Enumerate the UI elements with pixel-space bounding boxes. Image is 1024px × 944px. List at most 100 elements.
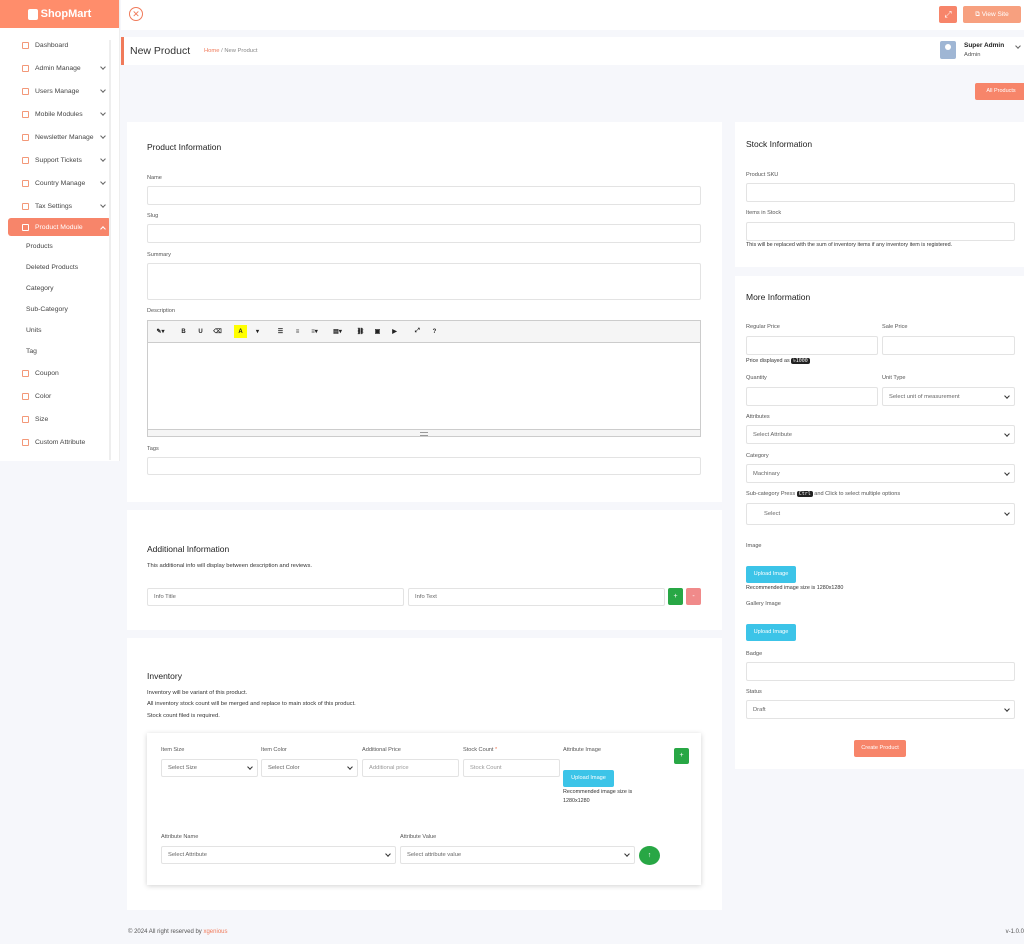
sidebar-item-custom-attribute[interactable]: Custom Attribute — [0, 431, 119, 454]
fullscreen-icon[interactable]: ⤢ — [415, 328, 420, 334]
sidebar-item-support-tickets[interactable]: Support Tickets — [0, 149, 119, 172]
chevron-down-icon[interactable]: ▾ — [255, 329, 259, 335]
attribute-name-select[interactable]: Select Attribute — [161, 846, 396, 864]
stock-count-input[interactable]: Stock Count — [463, 759, 560, 777]
inventory-upload-image-button[interactable]: Upload Image — [563, 770, 614, 787]
add-info-button[interactable]: + — [668, 588, 683, 605]
regular-price-label: Regular Price — [746, 324, 780, 330]
ordered-list-icon[interactable]: ≡ — [295, 328, 300, 335]
breadcrumb: Home / New Product — [204, 48, 258, 54]
sidebar-subitem-deleted-products[interactable]: Deleted Products — [0, 257, 119, 278]
align-icon[interactable]: ≡▾ — [311, 329, 318, 335]
view-site-label: View Site — [981, 11, 1009, 18]
category-label: Category — [746, 453, 769, 459]
bold-button[interactable]: B — [181, 328, 186, 335]
breadcrumb-home[interactable]: Home — [204, 48, 220, 54]
sidebar-subitem-products[interactable]: Products — [0, 236, 119, 257]
sidebar-item-newsletter[interactable]: Newsletter Manage — [0, 126, 119, 149]
underline-button[interactable]: U — [198, 328, 203, 335]
sidebar-item-mobile-modules[interactable]: Mobile Modules — [0, 103, 119, 126]
info-title-input[interactable]: Info Title — [147, 588, 404, 606]
image-icon[interactable]: ▣ — [374, 329, 381, 335]
copyright-text: © 2024 All right reserved by — [128, 929, 202, 935]
sidebar-item-product-module[interactable]: Product Module — [8, 218, 111, 236]
attribute-value-label: Attribute Value — [400, 834, 437, 840]
sidebar-item-admin-manage[interactable]: Admin Manage — [0, 57, 119, 80]
subcategory-select[interactable]: Select — [746, 503, 1015, 525]
info-text-input[interactable]: Info Text — [408, 588, 665, 606]
eraser-icon[interactable]: ⌫ — [213, 329, 222, 335]
sku-input[interactable] — [746, 183, 1015, 202]
sidebar-item-label: Size — [35, 416, 49, 423]
product-information-card — [127, 122, 722, 502]
create-product-button[interactable]: Create Product — [854, 740, 906, 757]
sidebar-item-label: Country Manage — [35, 180, 86, 187]
slug-input[interactable] — [147, 224, 701, 243]
additional-price-input[interactable]: Additional price — [362, 759, 459, 777]
help-button[interactable]: ? — [432, 328, 437, 335]
sidebar-subitem-category[interactable]: Category — [0, 278, 119, 299]
sale-price-input[interactable] — [882, 336, 1015, 355]
description-editor[interactable] — [147, 342, 701, 430]
sidebar-item-label: Tax Settings — [35, 203, 73, 210]
unordered-list-icon[interactable]: ☰ — [277, 329, 284, 335]
sidebar-item-coupon[interactable]: Coupon — [0, 362, 119, 385]
price-displayed-note: Price displayed as ৳1000 — [746, 356, 810, 367]
link-icon[interactable]: ⛓ — [356, 329, 365, 335]
summary-textarea[interactable] — [147, 263, 701, 300]
items-in-stock-input[interactable] — [746, 222, 1015, 241]
page-title: New Product — [130, 45, 191, 57]
tags-input[interactable] — [147, 457, 701, 475]
sidebar-item-dashboard[interactable]: Dashboard — [0, 34, 119, 57]
fullscreen-button[interactable]: ⤢ — [939, 6, 957, 23]
attribute-value-select[interactable]: Select attribute value — [400, 846, 635, 864]
close-icon: ✕ — [132, 9, 140, 19]
sidebar-scrollbar[interactable] — [109, 40, 111, 460]
view-site-button[interactable]: ⧉ View Site — [963, 6, 1021, 23]
badge-input[interactable] — [746, 662, 1015, 681]
upload-gallery-image-button[interactable]: Upload Image — [746, 624, 796, 641]
dashboard-icon — [22, 42, 29, 49]
user-menu[interactable]: Super Admin Admin — [940, 41, 1024, 61]
add-attribute-button[interactable]: ↑ — [639, 846, 660, 865]
remove-info-button[interactable]: - — [686, 588, 701, 605]
status-select[interactable]: Draft — [746, 700, 1015, 719]
item-size-select[interactable]: Select Size — [161, 759, 258, 777]
name-input[interactable] — [147, 186, 701, 205]
category-select[interactable]: Machinary — [746, 464, 1015, 483]
item-color-select[interactable]: Select Color — [261, 759, 358, 777]
upload-image-button[interactable]: Upload Image — [746, 566, 796, 583]
sidebar-item-size[interactable]: Size — [0, 408, 119, 431]
inventory-note-1: Inventory will be variant of this produc… — [147, 690, 248, 696]
font-color-button[interactable]: A — [234, 325, 247, 338]
sidebar-subitem-units[interactable]: Units — [0, 320, 119, 341]
sidebar-subitem-sub-category[interactable]: Sub-Category — [0, 299, 119, 320]
list-icon — [22, 439, 29, 446]
all-products-button[interactable]: All Products — [975, 83, 1024, 100]
sidebar-item-users-manage[interactable]: Users Manage — [0, 80, 119, 103]
mail-icon — [22, 134, 29, 141]
quantity-input[interactable] — [746, 387, 878, 406]
sidebar-subitem-tag[interactable]: Tag — [0, 341, 119, 362]
sidebar: Shop Mart Dashboard Admin Manage Users Ma… — [0, 0, 120, 461]
unit-type-select[interactable]: Select unit of measurement — [882, 387, 1015, 406]
item-color-label: Item Color — [261, 747, 287, 753]
close-sidebar-button[interactable]: ✕ — [129, 7, 143, 21]
expand-icon: ⤢ — [944, 9, 952, 19]
regular-price-input[interactable] — [746, 336, 878, 355]
attributes-select[interactable]: Select Attribute — [746, 425, 1015, 444]
chevron-down-icon — [100, 64, 106, 70]
magic-icon[interactable]: ✎▾ — [156, 329, 165, 335]
company-link[interactable]: xgenious — [203, 929, 228, 935]
sidebar-item-country-manage[interactable]: Country Manage — [0, 172, 119, 195]
user-role: Admin — [964, 52, 981, 58]
sidebar-item-tax-settings[interactable]: Tax Settings — [0, 195, 119, 218]
sidebar-item-label: Custom Attribute — [35, 439, 86, 446]
sidebar-item-color[interactable]: Color — [0, 385, 119, 408]
table-icon[interactable]: ▤▾ — [333, 329, 342, 335]
video-icon[interactable]: ▶ — [392, 329, 397, 335]
add-inventory-item-button[interactable]: + — [674, 748, 689, 764]
editor-resize-handle[interactable] — [147, 429, 701, 437]
items-in-stock-label: Items in Stock — [746, 210, 782, 216]
logo[interactable]: Shop Mart — [0, 0, 119, 28]
